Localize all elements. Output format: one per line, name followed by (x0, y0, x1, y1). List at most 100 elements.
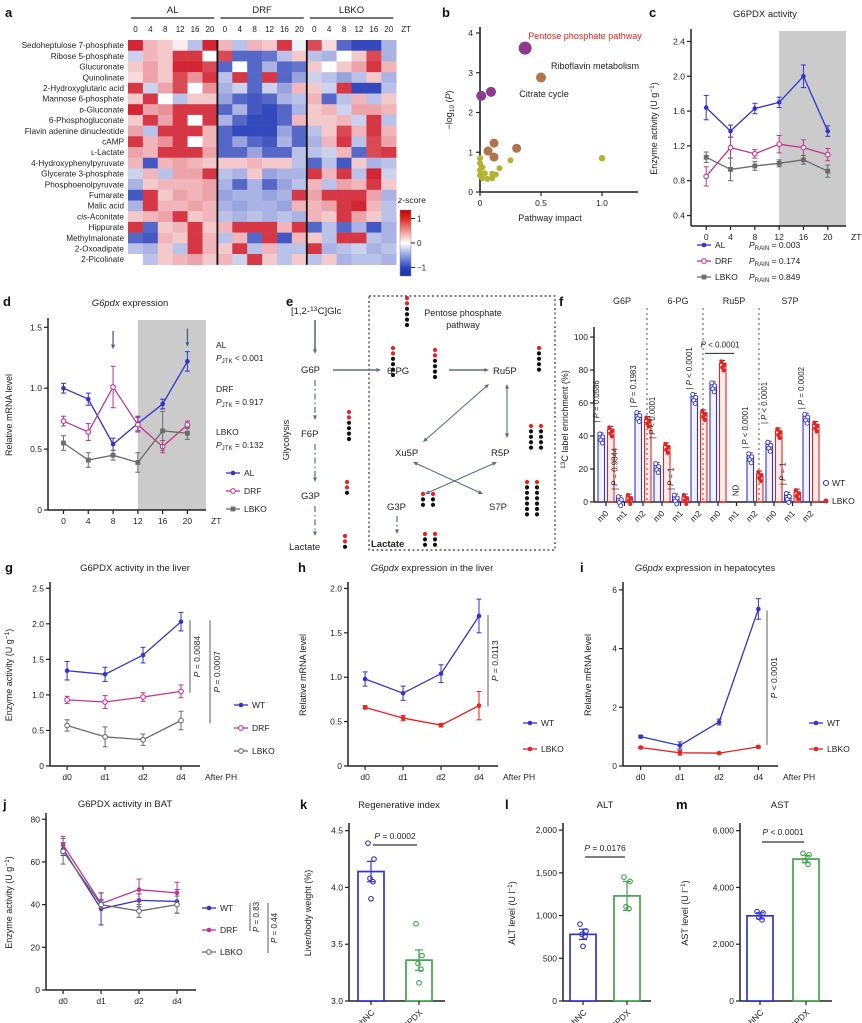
svg-text:1: 1 (468, 147, 473, 157)
svg-text:3.5: 3.5 (331, 939, 343, 949)
svg-text:m0: m0 (651, 508, 667, 524)
svg-text:6: 6 (612, 585, 617, 595)
svg-text:20: 20 (183, 516, 193, 526)
panel-l-bar-chart: 0 500 1,000 1,500 2,000 ALT level (U l−1) ALT s… (507, 800, 651, 1023)
svg-text:P < 0.0001: P < 0.0001 (769, 657, 779, 699)
svg-text:2.5: 2.5 (32, 583, 44, 593)
svg-text:Lactate: Lactate (371, 539, 404, 550)
svg-text:12: 12 (354, 25, 363, 34)
svg-text:Malic acid: Malic acid (88, 202, 125, 211)
svg-text:DRF: DRF (715, 256, 732, 266)
svg-text:−log10 (P): −log10 (P) (444, 90, 456, 129)
svg-text:12: 12 (176, 25, 185, 34)
svg-text:Pathway impact: Pathway impact (518, 213, 582, 223)
svg-text:ʟ-Lactate: ʟ-Lactate (91, 148, 124, 157)
svg-text:shG6PDX: shG6PDX (391, 1007, 425, 1023)
svg-text:0: 0 (468, 187, 473, 197)
panel-m-bar-chart: 0 2,000 4,000 6,000 AST level (U l−1) AST shNC… (680, 800, 832, 1023)
svg-text:Liver/body weight (%): Liver/body weight (%) (303, 870, 313, 957)
svg-text:G6P: G6P (613, 296, 631, 306)
svg-text:Phosphoenolpyruvate: Phosphoenolpyruvate (45, 180, 125, 189)
svg-text:ALT level (U l−1): ALT level (U l−1) (507, 881, 517, 945)
svg-text:4-Hydroxyphenylpyruvate: 4-Hydroxyphenylpyruvate (31, 159, 124, 168)
panel-b-letter: b (442, 5, 450, 20)
svg-text:d0: d0 (58, 996, 68, 1006)
svg-text:12: 12 (133, 516, 143, 526)
svg-text:ALT: ALT (597, 800, 614, 811)
svg-text:8: 8 (342, 25, 347, 34)
svg-text:1.6: 1.6 (673, 106, 685, 116)
svg-text:60: 60 (31, 857, 41, 867)
svg-text:60: 60 (579, 398, 589, 408)
svg-text:4: 4 (728, 232, 733, 242)
panel-j-line-chart: 0 20 40 60 80 d0 d1 d2 d4 G6PDX activity in BAT En… (4, 799, 279, 1006)
panel-f-bar-chart: 0 20 40 60 80 100 13C label enrichment (%) G6P m… (560, 296, 855, 524)
panel-h-letter: h (298, 560, 306, 575)
svg-text:Regenerative index: Regenerative index (358, 800, 440, 811)
svg-text:P = 0.0176: P = 0.0176 (584, 843, 626, 853)
panel-g-line-chart: 0 0.5 1.0 1.5 2.0 2.5 d0 d1 d2 d4 After PH G6PDX ac… (4, 563, 275, 782)
svg-text:LBKO: LBKO (216, 427, 239, 437)
svg-text:0: 0 (39, 761, 44, 771)
svg-text:4,000: 4,000 (713, 882, 735, 892)
svg-text:Relative mRNA level: Relative mRNA level (298, 634, 308, 716)
svg-text:P = 0.0113: P = 0.0113 (490, 640, 500, 681)
svg-text:d1: d1 (100, 772, 110, 782)
svg-text:d1: d1 (675, 772, 685, 782)
svg-text:0.4: 0.4 (673, 211, 685, 221)
svg-text:Ribose 5-phosphate: Ribose 5-phosphate (51, 52, 125, 61)
svg-text:m0: m0 (707, 508, 723, 524)
svg-text:Hippurate: Hippurate (88, 223, 124, 232)
panel-a-letter: a (5, 5, 13, 20)
panel-h-line-chart: 0 0.5 1.0 1.5 2.0 d0 d1 d2 d4 After PH G6pdx expre… (298, 563, 564, 782)
svg-text:After PH: After PH (503, 772, 535, 782)
svg-text:Flavin adenine dinucleotide: Flavin adenine dinucleotide (25, 127, 125, 136)
panel-l-letter: l (505, 797, 509, 812)
svg-text:P < 0.0001: P < 0.0001 (762, 827, 804, 837)
svg-text:0.5: 0.5 (30, 444, 42, 454)
svg-text:Enzyme activity (U g−1): Enzyme activity (U g−1) (649, 82, 659, 174)
svg-text:| P < 0.0001: | P < 0.0001 (760, 382, 769, 424)
svg-text:| P < 0.0001: | P < 0.0001 (648, 397, 657, 439)
svg-text:PRAIN = 0.174: PRAIN = 0.174 (749, 256, 800, 268)
svg-text:0.8: 0.8 (673, 176, 685, 186)
svg-text:20: 20 (295, 25, 304, 34)
svg-text:1.0: 1.0 (596, 198, 608, 208)
svg-text:After PH: After PH (205, 772, 237, 782)
svg-text:G6PDX activity: G6PDX activity (733, 9, 797, 20)
svg-text:AST: AST (771, 800, 790, 811)
svg-text:m2: m2 (744, 508, 760, 524)
svg-text:Methylmalonate: Methylmalonate (66, 234, 124, 243)
svg-text:6-PG: 6-PG (667, 296, 688, 306)
svg-text:20: 20 (205, 25, 214, 34)
svg-text:d2: d2 (436, 772, 446, 782)
svg-text:1.0: 1.0 (32, 690, 44, 700)
svg-text:2.0: 2.0 (330, 583, 342, 593)
svg-text:Mannose 6-phosphate: Mannose 6-phosphate (43, 95, 125, 104)
svg-text:| P = 1: | P = 1 (667, 467, 676, 490)
svg-text:2.4: 2.4 (673, 36, 685, 46)
svg-text:3.0: 3.0 (331, 996, 343, 1006)
svg-text:| P = 1: | P = 1 (779, 462, 788, 485)
svg-text:80: 80 (31, 814, 41, 824)
svg-text:ZT: ZT (401, 25, 411, 34)
svg-text:Xu5P: Xu5P (395, 448, 418, 459)
svg-text:0.5: 0.5 (32, 725, 44, 735)
svg-text:Ru5P: Ru5P (493, 366, 517, 377)
svg-text:ᴅ-Gluconate: ᴅ-Gluconate (79, 105, 124, 114)
svg-text:ZT: ZT (851, 232, 861, 242)
panel-d-line-chart: 0 0.5 1.0 1.5 0 4 8 12 16 20 ZT G6pdx expression Rel… (4, 298, 267, 526)
svg-text:| P = 0.9844: | P = 0.9844 (611, 447, 620, 490)
svg-text:2-Oxoadipate: 2-Oxoadipate (75, 244, 125, 253)
svg-text:Citrate cycle: Citrate cycle (519, 89, 569, 99)
svg-text:Sedoheptulose 7-phosphate: Sedoheptulose 7-phosphate (22, 41, 125, 50)
svg-text:d1: d1 (96, 996, 106, 1006)
panel-g-letter: g (5, 560, 13, 575)
svg-text:8: 8 (752, 232, 757, 242)
svg-text:PJTK = 0.132: PJTK = 0.132 (216, 440, 264, 452)
svg-text:WT: WT (541, 718, 554, 728)
svg-text:4: 4 (468, 28, 473, 38)
svg-text:DRF: DRF (252, 5, 272, 16)
svg-text:16: 16 (280, 25, 289, 34)
svg-text:Quinolinate: Quinolinate (83, 73, 125, 82)
